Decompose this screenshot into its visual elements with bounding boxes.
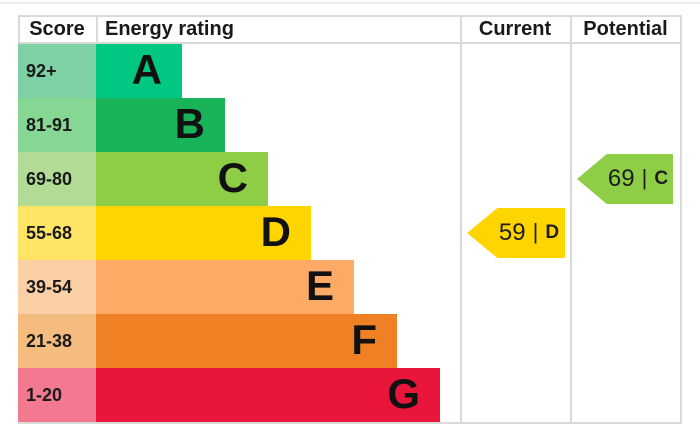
rating-row-d: 55-68 D xyxy=(0,206,700,260)
pipe-separator: | xyxy=(641,165,648,190)
band-letter: F xyxy=(351,316,377,363)
band-letter: E xyxy=(305,262,334,309)
rating-row-c: 69-80 C xyxy=(0,152,700,206)
score-range-label: 69-80 xyxy=(18,152,96,206)
potential-score-value: 69 xyxy=(607,165,635,192)
potential-column-divider xyxy=(570,15,572,423)
table-top-border xyxy=(18,15,682,17)
current-band-letter: D xyxy=(545,222,560,243)
band-letter: C xyxy=(217,154,248,201)
score-range-label: 81-91 xyxy=(18,98,96,152)
rating-row-g: 1-20 G xyxy=(0,368,700,422)
potential-band-letter: C xyxy=(654,168,669,189)
rating-band-f: F xyxy=(96,314,397,368)
energy-rating-column-header: Energy rating xyxy=(105,18,234,40)
rating-band-b: B xyxy=(96,98,225,152)
rating-band-d: D xyxy=(96,206,311,260)
page-top-rule xyxy=(0,2,700,4)
rating-row-a: 92+ A xyxy=(0,44,700,98)
rating-band-g: G xyxy=(96,368,440,422)
header-left-border xyxy=(18,15,20,43)
table-bottom-border xyxy=(18,422,682,424)
band-letter: G xyxy=(387,370,420,417)
score-range-label: 39-54 xyxy=(18,260,96,314)
rating-row-f: 21-38 F xyxy=(0,314,700,368)
table-right-border xyxy=(680,15,682,423)
header-bottom-border xyxy=(18,42,682,44)
score-range-label: 55-68 xyxy=(18,206,96,260)
score-range-label: 21-38 xyxy=(18,314,96,368)
rating-row-e: 39-54 E xyxy=(0,260,700,314)
rating-row-b: 81-91 B xyxy=(0,98,700,152)
rating-band-a: A xyxy=(96,44,182,98)
band-letter: B xyxy=(174,100,205,147)
pipe-separator: | xyxy=(532,219,539,244)
current-column-header: Current xyxy=(478,18,552,40)
band-letter: D xyxy=(260,208,291,255)
current-column-divider xyxy=(460,15,462,423)
score-range-label: 1-20 xyxy=(18,368,96,422)
score-column-header: Score xyxy=(29,18,85,40)
potential-column-header: Potential xyxy=(583,18,668,40)
rating-band-c: C xyxy=(96,152,268,206)
band-letter: A xyxy=(131,46,162,93)
score-rating-divider xyxy=(96,15,98,43)
score-range-label: 92+ xyxy=(18,44,96,98)
rating-band-e: E xyxy=(96,260,354,314)
current-score-value: 59 xyxy=(498,219,526,246)
